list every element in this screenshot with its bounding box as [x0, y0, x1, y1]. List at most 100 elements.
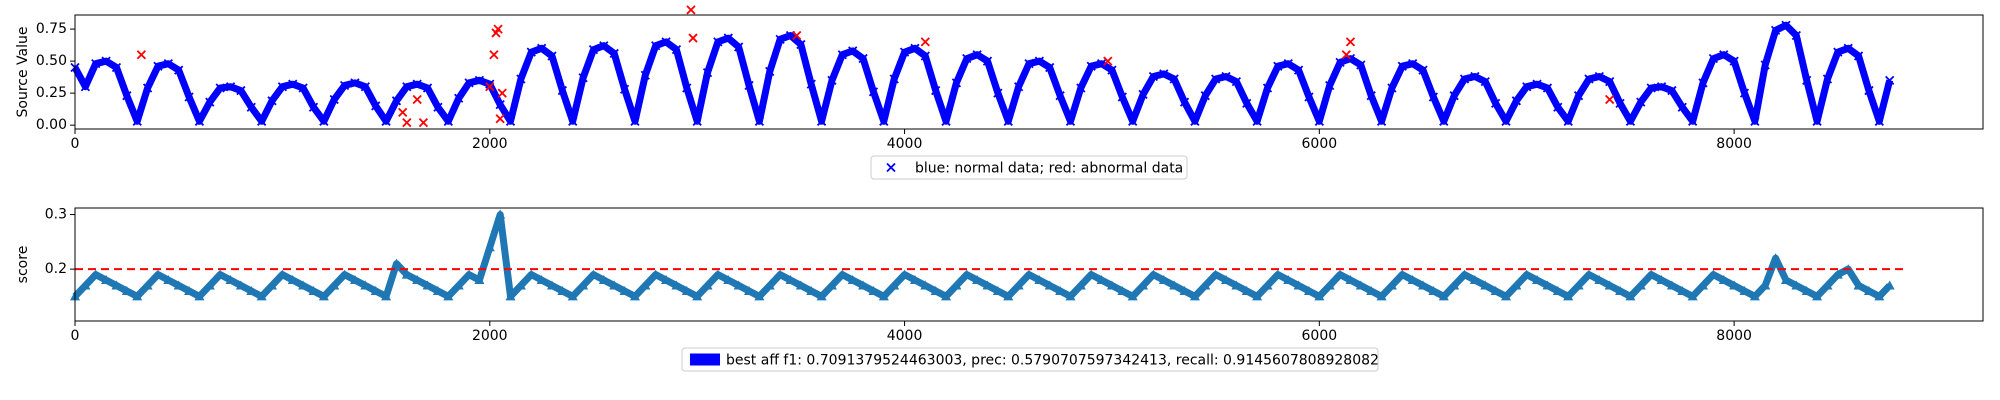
marker [1013, 280, 1024, 290]
marker [101, 56, 111, 66]
marker [785, 275, 796, 285]
marker [339, 80, 350, 91]
marker [136, 50, 147, 60]
marker [484, 242, 495, 252]
marker [132, 291, 143, 301]
marker [536, 275, 547, 285]
marker [80, 280, 91, 290]
marker [692, 116, 702, 126]
marker [1304, 92, 1314, 102]
marker [1615, 285, 1626, 295]
marker [1086, 269, 1097, 279]
marker [557, 285, 568, 295]
marker [557, 85, 568, 96]
marker [889, 280, 900, 290]
marker [318, 291, 329, 301]
marker [1117, 285, 1128, 295]
marker [1262, 280, 1273, 290]
marker [1563, 116, 1573, 126]
marker [1521, 269, 1532, 279]
marker [1283, 59, 1293, 69]
marker [909, 275, 920, 285]
marker [1096, 275, 1107, 285]
marker [1874, 116, 1884, 126]
marker [1750, 116, 1760, 126]
marker [1158, 275, 1169, 285]
marker [588, 44, 599, 55]
marker [485, 79, 495, 89]
marker [391, 96, 402, 106]
x-tick-label: 0 [71, 136, 80, 152]
marker [360, 280, 371, 290]
marker [184, 285, 195, 295]
marker [1386, 280, 1397, 290]
marker [993, 88, 1003, 98]
marker [1780, 275, 1791, 285]
y-axis-label: Source Value [15, 27, 31, 118]
marker [1065, 116, 1076, 126]
marker [101, 275, 112, 285]
marker [1511, 96, 1522, 106]
marker [1480, 76, 1490, 87]
marker [339, 269, 350, 279]
marker [194, 116, 205, 126]
x-tick-label: 2000 [472, 136, 508, 152]
marker [122, 91, 132, 101]
marker [173, 280, 184, 290]
marker [319, 116, 329, 126]
marker [536, 43, 547, 53]
marker [1376, 291, 1387, 301]
marker [257, 116, 267, 126]
marker [515, 280, 526, 290]
marker [474, 275, 485, 285]
marker [246, 285, 257, 295]
marker [433, 102, 443, 112]
marker [412, 79, 422, 89]
marker [412, 94, 422, 105]
marker [734, 42, 744, 52]
marker [1698, 78, 1708, 88]
marker [1366, 91, 1376, 101]
marker [1241, 285, 1252, 295]
marker [920, 51, 930, 61]
marker [951, 280, 962, 290]
marker [1418, 280, 1429, 290]
marker [733, 280, 744, 290]
marker [1242, 98, 1252, 109]
marker [1656, 82, 1667, 92]
marker [868, 87, 879, 97]
marker [671, 280, 682, 290]
marker [1666, 280, 1677, 290]
marker [899, 47, 910, 57]
marker [360, 82, 370, 92]
marker [1345, 37, 1356, 47]
marker [941, 116, 951, 126]
marker [454, 93, 464, 103]
marker [495, 100, 505, 110]
marker [1408, 59, 1418, 69]
marker [1189, 291, 1200, 301]
marker [1034, 56, 1045, 66]
marker [288, 79, 298, 89]
marker [121, 285, 132, 295]
marker [497, 88, 507, 98]
marker [1791, 30, 1801, 41]
marker [806, 79, 816, 89]
marker [1179, 97, 1190, 107]
marker [1480, 280, 1491, 290]
marker [972, 275, 983, 285]
marker [1159, 69, 1169, 79]
marker [1252, 291, 1263, 301]
marker [205, 97, 215, 107]
marker [401, 269, 412, 279]
plot-frame [74, 207, 1984, 322]
marker [1812, 291, 1823, 301]
marker [1055, 285, 1066, 295]
marker [1625, 116, 1636, 126]
marker [1532, 275, 1543, 285]
marker [1532, 79, 1542, 89]
marker [609, 280, 620, 290]
marker [686, 5, 696, 15]
marker [931, 85, 941, 96]
marker [1656, 275, 1667, 285]
